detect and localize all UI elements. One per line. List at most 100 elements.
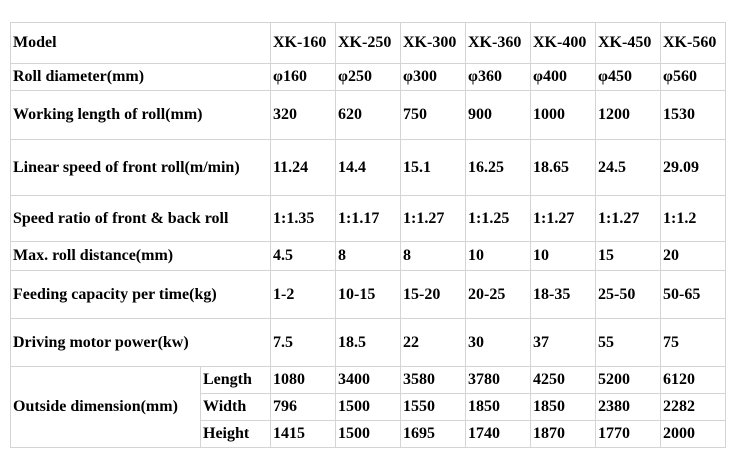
table-cell: 1:1.35 [270, 195, 336, 242]
table-cell: 50-65 [660, 270, 726, 319]
table-cell: 22 [400, 318, 466, 367]
table-cell: 20-25 [465, 270, 531, 319]
table-cell: 2282 [660, 393, 726, 421]
table-cell: 1500 [335, 393, 401, 421]
table-cell: 1850 [530, 393, 596, 421]
spec-table: Model XK-160 XK-250 XK-300 XK-360 XK-400… [10, 22, 726, 448]
table-cell: 1:1.27 [595, 195, 661, 242]
table-cell: 55 [595, 318, 661, 367]
table-cell: 15-20 [400, 270, 466, 319]
table-row: Working length of roll(mm) 320 620 750 9… [10, 90, 726, 140]
table-cell: 2380 [595, 393, 661, 421]
table-cell: 900 [465, 90, 531, 140]
table-cell: 1530 [660, 90, 726, 140]
table-row: Roll diameter(mm) φ160 φ250 φ300 φ360 φ4… [10, 63, 726, 91]
table-cell: 1870 [530, 420, 596, 448]
table-cell: 18.5 [335, 318, 401, 367]
table-cell: 15 [595, 241, 661, 271]
table-cell: 750 [400, 90, 466, 140]
table-row: Linear speed of front roll(m/min) 11.24 … [10, 139, 726, 196]
table-cell: 16.25 [465, 139, 531, 196]
model-name: XK-300 [400, 22, 466, 64]
table-cell: 8 [335, 241, 401, 271]
table-cell: 1-2 [270, 270, 336, 319]
table-cell: 1695 [400, 420, 466, 448]
table-cell: 796 [270, 393, 336, 421]
table-cell: 7.5 [270, 318, 336, 367]
table-cell: 8 [400, 241, 466, 271]
table-cell: 11.24 [270, 139, 336, 196]
table-cell: 3780 [465, 366, 531, 394]
table-cell: 6120 [660, 366, 726, 394]
table-cell: 37 [530, 318, 596, 367]
table-cell: φ360 [465, 63, 531, 91]
row-label: Driving motor power(kw) [10, 318, 271, 367]
table-cell: 30 [465, 318, 531, 367]
table-cell: 320 [270, 90, 336, 140]
header-row: Model XK-160 XK-250 XK-300 XK-360 XK-400… [10, 22, 726, 64]
table-cell: 1850 [465, 393, 531, 421]
table-cell: φ250 [335, 63, 401, 91]
model-name: XK-360 [465, 22, 531, 64]
row-label: Feeding capacity per time(kg) [10, 270, 271, 319]
row-label: Working length of roll(mm) [10, 90, 271, 140]
table-row: Outside dimension(mm) Length 1080 3400 3… [10, 366, 726, 448]
table-cell: φ400 [530, 63, 596, 91]
table-cell: 75 [660, 318, 726, 367]
table-cell: φ560 [660, 63, 726, 91]
table-cell: 4.5 [270, 241, 336, 271]
table-row: Height 1415 1500 1695 1740 1870 1770 200… [11, 420, 726, 448]
table-cell: φ450 [595, 63, 661, 91]
table-cell: 18.65 [530, 139, 596, 196]
outside-dimension-label: Outside dimension(mm) [10, 366, 201, 448]
table-cell: 1:1.17 [335, 195, 401, 242]
table-row: Max. roll distance(mm) 4.5 8 8 10 10 15 … [10, 241, 726, 271]
table-cell: 10 [530, 241, 596, 271]
table-cell: φ160 [270, 63, 336, 91]
spec-table-container: Model XK-160 XK-250 XK-300 XK-360 XK-400… [10, 22, 726, 448]
table-cell: 1000 [530, 90, 596, 140]
model-name: XK-400 [530, 22, 596, 64]
table-cell: 620 [335, 90, 401, 140]
table-cell: 5200 [595, 366, 661, 394]
table-cell: 1080 [270, 366, 336, 394]
table-cell: 10 [465, 241, 531, 271]
model-header-label: Model [10, 22, 271, 64]
table-cell: 10-15 [335, 270, 401, 319]
model-name: XK-560 [660, 22, 726, 64]
table-cell: 1:1.25 [465, 195, 531, 242]
table-cell: 1550 [400, 393, 466, 421]
table-cell: 3580 [400, 366, 466, 394]
table-cell: 15.1 [400, 139, 466, 196]
table-cell: 4250 [530, 366, 596, 394]
table-cell: 2000 [660, 420, 726, 448]
sub-row-label: Width [200, 393, 271, 421]
table-row: Speed ratio of front & back roll 1:1.35 … [10, 195, 726, 242]
table-row: Driving motor power(kw) 7.5 18.5 22 30 3… [10, 318, 726, 367]
table-cell: 1415 [270, 420, 336, 448]
table-cell: 29.09 [660, 139, 726, 196]
model-name: XK-450 [595, 22, 661, 64]
row-label: Max. roll distance(mm) [10, 241, 271, 271]
table-cell: φ300 [400, 63, 466, 91]
row-label: Roll diameter(mm) [10, 63, 271, 91]
table-row: Feeding capacity per time(kg) 1-2 10-15 … [10, 270, 726, 319]
table-cell: 3400 [335, 366, 401, 394]
table-cell: 1770 [595, 420, 661, 448]
model-name: XK-160 [270, 22, 336, 64]
table-cell: 14.4 [335, 139, 401, 196]
row-label: Linear speed of front roll(m/min) [10, 139, 271, 196]
table-cell: 25-50 [595, 270, 661, 319]
table-cell: 1200 [595, 90, 661, 140]
table-cell: 18-35 [530, 270, 596, 319]
table-cell: 24.5 [595, 139, 661, 196]
table-cell: 1500 [335, 420, 401, 448]
table-row: Width 796 1500 1550 1850 1850 2380 2282 [11, 393, 726, 421]
table-cell: 1:1.27 [530, 195, 596, 242]
sub-row-label: Length [200, 366, 271, 394]
table-cell: 20 [660, 241, 726, 271]
row-label: Speed ratio of front & back roll [10, 195, 271, 242]
table-cell: 1:1.27 [400, 195, 466, 242]
sub-row-label: Height [200, 420, 271, 448]
model-name: XK-250 [335, 22, 401, 64]
